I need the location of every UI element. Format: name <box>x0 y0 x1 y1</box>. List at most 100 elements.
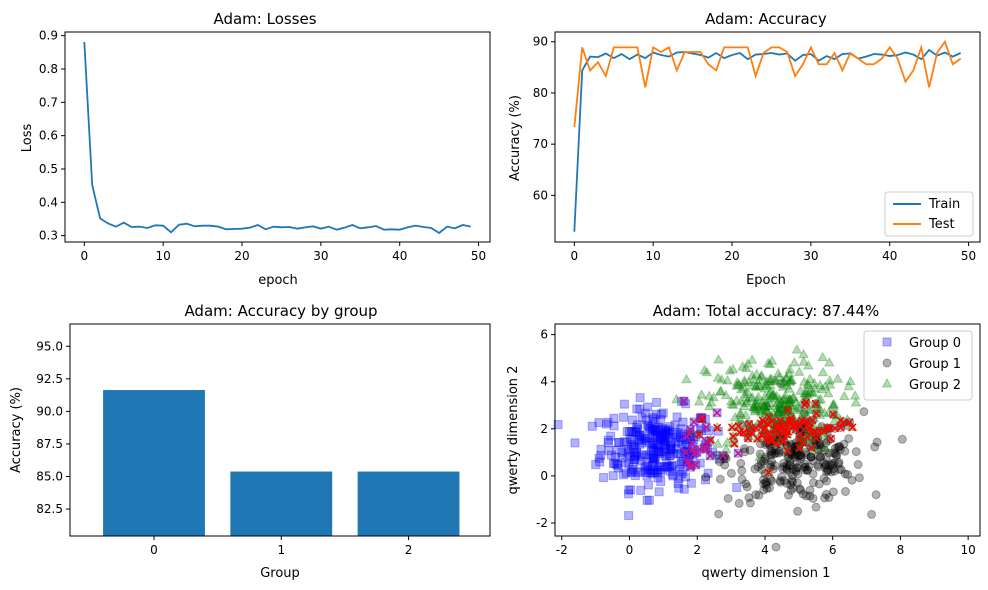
group0-point <box>641 461 651 471</box>
group1-point <box>800 447 810 457</box>
group-accuracy-plot-area <box>103 390 460 536</box>
group0-point <box>657 423 667 433</box>
group2-point <box>818 407 830 417</box>
group2-point <box>763 388 775 398</box>
group2-point <box>778 398 790 409</box>
group0-point <box>654 447 664 457</box>
group2-point <box>812 401 823 412</box>
group0-point <box>630 450 640 460</box>
group1-point <box>811 502 821 512</box>
group2-point <box>785 400 797 410</box>
group2-point <box>843 380 855 391</box>
group1-point <box>758 475 768 485</box>
group0-point <box>672 412 682 422</box>
test-line <box>573 39 962 128</box>
group0-point <box>553 420 563 430</box>
group1-point <box>825 460 835 470</box>
group2-point <box>781 379 793 390</box>
group1-point <box>712 450 722 460</box>
misclassified-mark <box>687 461 696 470</box>
group1-point <box>824 493 834 503</box>
group1-point <box>770 460 780 470</box>
group2-point <box>753 403 765 414</box>
misclassified-mark <box>783 427 793 436</box>
group-accuracy-xtick-label: 0 <box>150 543 158 557</box>
misclassified-mark <box>697 413 706 422</box>
group2-point <box>775 402 787 412</box>
group0-point <box>648 453 658 463</box>
group0-point <box>640 462 650 472</box>
group2-point <box>746 370 758 380</box>
group0-point <box>632 448 642 458</box>
group2-point <box>814 379 826 390</box>
group0-point <box>644 424 654 434</box>
group0-point <box>655 435 665 445</box>
group1-point <box>806 452 816 462</box>
misclassified-mark <box>706 435 715 445</box>
misclassified-mark <box>730 439 739 448</box>
misclassified-mark <box>688 439 697 448</box>
group0-point <box>662 429 672 439</box>
group2-point <box>735 407 746 417</box>
group2-point <box>809 382 821 393</box>
group0-point <box>650 439 660 449</box>
misclassified-mark <box>694 430 704 439</box>
group0-point <box>660 451 670 461</box>
group0-point <box>629 441 639 451</box>
group0-point <box>611 452 621 462</box>
group1-point <box>765 460 775 470</box>
group0-point <box>650 454 660 464</box>
accuracy-xlabel: Epoch <box>746 273 786 288</box>
group0-point <box>595 457 605 467</box>
group1-point <box>818 458 828 468</box>
group1-point <box>805 491 815 501</box>
bar-group-0 <box>103 390 205 536</box>
group1-point <box>787 476 797 486</box>
group2-point <box>784 375 796 386</box>
group2-point <box>786 399 797 409</box>
group0-point <box>650 424 660 434</box>
group2-point <box>813 394 825 404</box>
group0-point <box>656 476 666 486</box>
group0-point <box>639 452 649 462</box>
group0-point <box>643 465 653 475</box>
group0-point <box>656 447 666 457</box>
group1-point <box>808 478 818 488</box>
group0-point <box>634 435 644 445</box>
group0-point <box>613 437 623 447</box>
group2-point <box>748 374 759 384</box>
group1-point <box>828 460 838 470</box>
misclassified-mark <box>819 426 828 436</box>
group0-point <box>649 443 659 453</box>
group2-point <box>762 357 774 368</box>
group0-point <box>654 462 664 472</box>
group0-point <box>703 468 713 478</box>
group-accuracy-ytick-label: 87.5 <box>36 437 63 451</box>
group1-point <box>830 449 840 459</box>
group1-point <box>808 493 818 503</box>
group0-point <box>681 399 691 409</box>
group0-point <box>666 442 676 452</box>
group1-point <box>829 464 839 474</box>
group1-point <box>753 462 763 472</box>
group0-point <box>613 460 623 470</box>
group2-point <box>757 399 769 410</box>
group1-point <box>785 456 795 466</box>
group2-point <box>756 407 768 417</box>
losses-xtick-label: 0 <box>80 249 88 263</box>
group2-point <box>850 397 862 407</box>
group1-point <box>760 452 770 462</box>
misclassified-mark <box>845 418 854 427</box>
group1-point <box>782 478 792 488</box>
group1-point <box>834 442 844 452</box>
group2-point <box>804 386 815 397</box>
group1-point <box>776 379 786 389</box>
group0-point <box>614 438 624 448</box>
group0-point <box>677 439 687 449</box>
group1-point <box>786 441 796 451</box>
group0-point <box>636 450 646 460</box>
group1-point <box>760 454 770 464</box>
group1-point <box>720 451 730 461</box>
group1-point <box>829 458 839 468</box>
misclassified-mark <box>802 398 811 407</box>
